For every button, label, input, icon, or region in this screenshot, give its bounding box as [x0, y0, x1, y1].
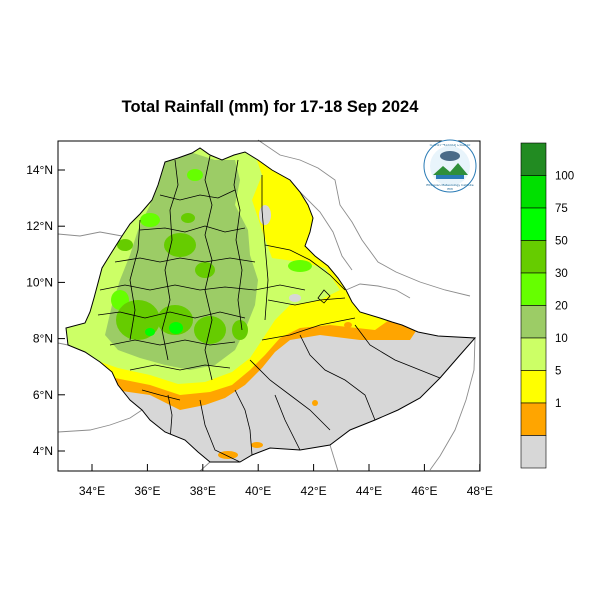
y-axis: 14°N 12°N 10°N 8°N 6°N 4°N: [26, 163, 65, 458]
y-tick-label: 4°N: [33, 444, 53, 458]
logo-abbr-text: EMI: [447, 187, 452, 191]
rainfall-zone-1-5mm-spots: [218, 322, 352, 459]
ethiopia-border: [65, 147, 477, 463]
emi-logo: Ethiopian Meteorology Institute EMI የኢትዮ…: [423, 139, 477, 193]
legend-label: 10: [555, 333, 568, 345]
legend-label: 50: [555, 236, 568, 248]
rainfall-zone-75-100mm: [145, 322, 183, 336]
logo-top-text: የኢትዮጵያ ሚቲዎሮሎጂ ኢንስቲትዩት: [430, 143, 471, 147]
map-frame: [57, 140, 481, 472]
x-tick-label: 40°E: [245, 484, 271, 498]
legend-swatch: [520, 337, 547, 371]
legend-label: 75: [555, 203, 568, 215]
legend-label: 100: [555, 171, 574, 183]
legend-swatch: [520, 305, 547, 339]
legend-swatch: [520, 240, 547, 274]
mountain-icon: [433, 163, 468, 175]
y-tick-label: 10°N: [26, 275, 53, 289]
y-tick-label: 14°N: [26, 163, 53, 177]
water-band-icon: [436, 175, 464, 179]
x-tick-label: 36°E: [134, 484, 160, 498]
legend-label: 20: [555, 301, 568, 313]
legend-swatch: [520, 272, 547, 306]
legend-swatch: [520, 142, 547, 176]
legend-swatch: [520, 175, 547, 209]
admin-borders: [97, 155, 441, 462]
rainfall-zone-30-50mm: [111, 169, 312, 310]
legend-label: 30: [555, 268, 568, 280]
legend-swatch: [520, 207, 547, 241]
legend-label: 5: [555, 366, 561, 378]
x-tick-label: 46°E: [411, 484, 437, 498]
legend-swatch: [520, 435, 547, 469]
rainfall-legend: 100 75 50 30 20 10 5 1: [520, 142, 574, 469]
x-tick-label: 44°E: [356, 484, 382, 498]
legend-swatch: [520, 370, 547, 404]
legend-label: 1: [555, 398, 561, 410]
legend-swatch: [520, 402, 547, 436]
cloud-icon: [440, 151, 460, 161]
logo-bottom-text: Ethiopian Meteorology Institute: [426, 183, 473, 187]
x-tick-label: 38°E: [190, 484, 216, 498]
y-tick-label: 12°N: [26, 219, 53, 233]
x-tick-label: 48°E: [467, 484, 493, 498]
y-tick-label: 8°N: [33, 332, 53, 346]
x-tick-label: 34°E: [79, 484, 105, 498]
neighbor-borders: [57, 139, 476, 472]
x-tick-label: 42°E: [301, 484, 327, 498]
map-title: Total Rainfall (mm) for 17-18 Sep 2024: [122, 98, 420, 116]
x-axis: 34°E 36°E 38°E 40°E 42°E 44°E 46°E 48°E: [79, 464, 493, 498]
y-tick-label: 6°N: [33, 388, 53, 402]
